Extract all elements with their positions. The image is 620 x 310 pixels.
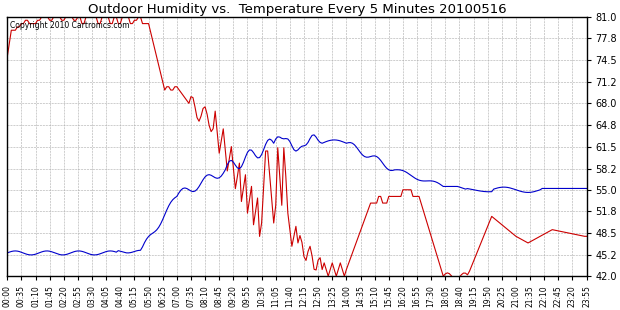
Title: Outdoor Humidity vs.  Temperature Every 5 Minutes 20100516: Outdoor Humidity vs. Temperature Every 5… — [87, 3, 507, 16]
Text: Copyright 2010 Cartronics.com: Copyright 2010 Cartronics.com — [10, 21, 130, 30]
